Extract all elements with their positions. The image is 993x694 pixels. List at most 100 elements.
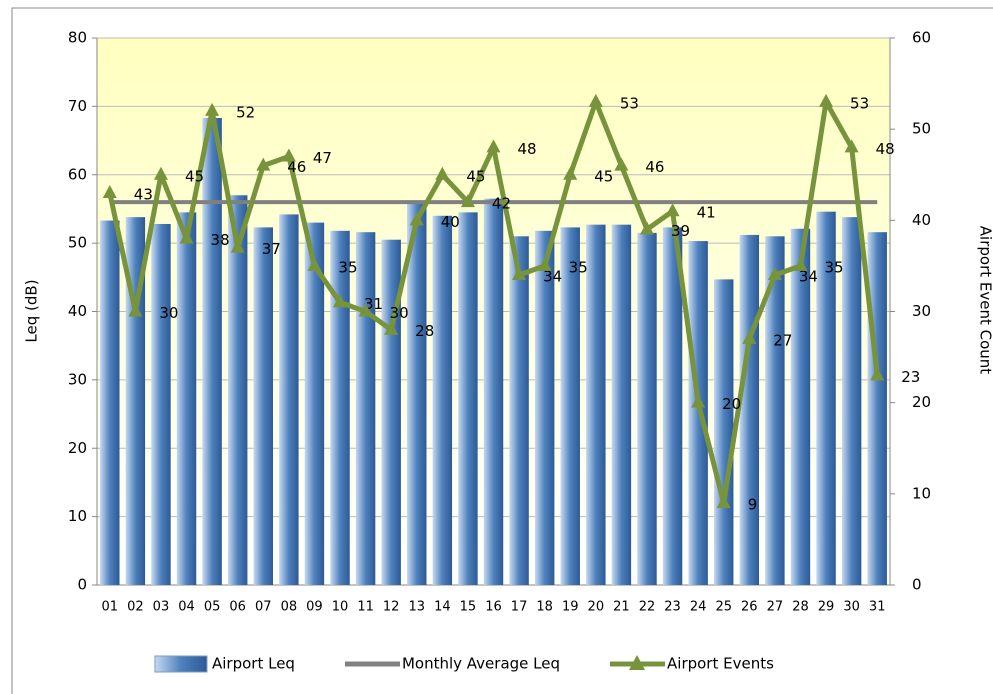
bar	[688, 241, 708, 586]
marker	[179, 230, 194, 244]
bar	[816, 211, 836, 586]
x-tick-label: 27	[767, 600, 784, 615]
bar	[458, 212, 478, 585]
marker	[486, 139, 501, 153]
x-tick-label: 15	[460, 600, 477, 615]
data-label: 30	[390, 304, 409, 322]
marker	[153, 166, 168, 180]
data-label: 34	[799, 268, 818, 286]
x-tick-label: 22	[639, 600, 656, 615]
x-tick-label: 28	[792, 600, 809, 615]
bar	[125, 217, 146, 585]
x-tick-label: 17	[511, 600, 528, 615]
marker	[102, 184, 117, 198]
marker	[435, 166, 450, 180]
x-tick-label: 24	[690, 600, 707, 615]
marker	[358, 303, 373, 317]
marker	[665, 203, 680, 217]
data-label: 45	[185, 167, 204, 185]
data-label: 48	[876, 140, 895, 158]
data-label: 46	[645, 158, 664, 176]
marker	[333, 294, 348, 308]
bar	[483, 198, 504, 585]
data-label: 52	[236, 103, 255, 121]
marker	[205, 102, 220, 116]
bar	[407, 202, 427, 585]
y-axis-label: Leq (dB)	[23, 279, 41, 342]
data-label: 53	[620, 94, 639, 112]
marker	[230, 239, 245, 253]
marker	[767, 267, 782, 281]
x-tick-label: 31	[869, 600, 886, 615]
x-tick-label: 02	[127, 600, 144, 615]
marker	[793, 257, 808, 271]
bar	[867, 232, 887, 585]
data-label: 41	[697, 204, 716, 222]
y2-tick-label: 20	[912, 393, 931, 411]
y2-tick-label: 30	[912, 302, 931, 320]
bar	[151, 223, 171, 586]
legend-label: Monthly Average Leq	[402, 655, 560, 673]
bar	[176, 212, 197, 585]
data-label: 31	[364, 295, 383, 313]
marker	[742, 330, 757, 344]
x-tick-label: 21	[613, 600, 630, 615]
y-tick-label: 60	[68, 165, 87, 183]
frame	[11, 7, 993, 694]
data-label: 46	[287, 158, 306, 176]
y-tick-label: 30	[68, 370, 87, 388]
x-tick-label: 23	[664, 600, 681, 615]
marker	[307, 257, 322, 271]
marker	[537, 257, 552, 271]
bar	[355, 232, 376, 585]
y-tick-label: 20	[68, 439, 87, 457]
x-tick-label: 04	[178, 600, 195, 615]
bar	[714, 279, 734, 585]
data-label: 37	[262, 240, 281, 258]
marker	[409, 212, 424, 226]
marker	[128, 303, 143, 317]
data-label: 40	[441, 213, 460, 231]
y-tick-label: 70	[68, 97, 87, 115]
marker	[614, 157, 629, 171]
bar	[662, 227, 683, 585]
data-label: 45	[466, 167, 485, 185]
legend-swatch	[154, 655, 208, 673]
y2-axis-label: Airport Event Count	[977, 226, 993, 375]
bar	[330, 230, 350, 585]
bar	[509, 236, 529, 585]
bar	[586, 224, 606, 585]
y-tick-label: 50	[68, 234, 87, 252]
data-label: 45	[594, 167, 613, 185]
data-label: 35	[569, 258, 588, 276]
y2-tick-label: 40	[912, 211, 931, 229]
legend-label: Airport Leq	[212, 655, 295, 673]
legend-label: Airport Events	[667, 655, 774, 673]
x-tick-label: 18	[536, 600, 553, 615]
data-label: 34	[543, 268, 562, 286]
x-tick-label: 07	[255, 600, 272, 615]
x-tick-label: 12	[383, 600, 400, 615]
y2-tick-label: 60	[912, 29, 931, 47]
x-tick-label: 19	[562, 600, 579, 615]
bar	[432, 215, 453, 585]
x-tick-label: 11	[357, 600, 374, 615]
marker	[512, 267, 527, 281]
data-label: 47	[313, 149, 332, 167]
x-tick-label: 30	[843, 600, 860, 615]
marker	[870, 367, 885, 381]
marker	[588, 93, 603, 107]
x-tick-label: 06	[229, 600, 246, 615]
y-tick-label: 80	[68, 29, 87, 47]
data-label: 35	[824, 258, 843, 276]
x-tick-label: 09	[306, 600, 323, 615]
data-label: 30	[159, 304, 178, 322]
x-tick-label: 01	[102, 600, 119, 615]
marker	[716, 494, 731, 508]
x-tick-label: 20	[588, 600, 605, 615]
bar	[227, 195, 248, 585]
data-label: 35	[338, 258, 357, 276]
data-label: 20	[722, 395, 741, 413]
marker	[256, 157, 271, 171]
x-tick-label: 26	[741, 600, 758, 615]
